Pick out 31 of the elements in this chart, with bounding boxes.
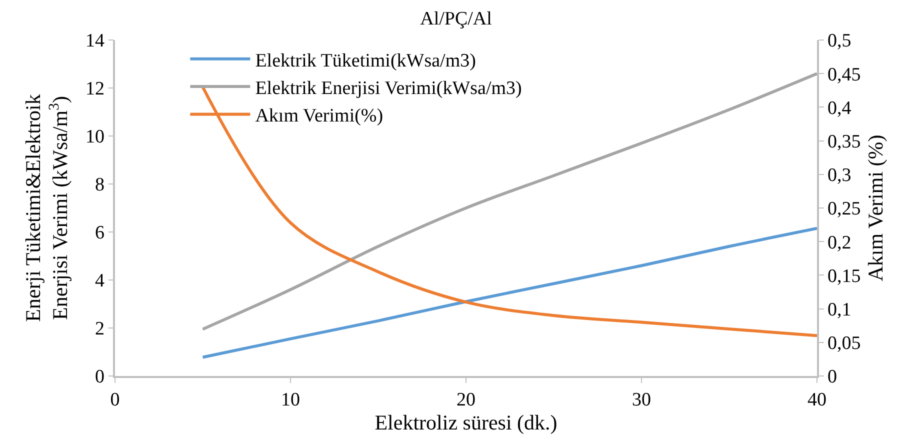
legend-label: Elektrik Tüketimi(kWsa/m3) [255, 50, 476, 72]
y-tick-label: 10 [85, 126, 104, 148]
y-tick-label: 6 [94, 222, 104, 244]
x-tick-label: 0 [110, 390, 120, 411]
y-tick-label: 2 [94, 318, 104, 340]
legend-label: Akım Verimi(%) [255, 106, 384, 127]
y2-axis-title: Akım Verimi (%) [864, 134, 888, 282]
y2-tick-label: 0,25 [828, 198, 861, 220]
x-tick-label: 30 [632, 390, 651, 411]
y2-tick-label: 0 [828, 366, 838, 388]
x-axis-title: Elektroliz süresi (dk.) [374, 410, 558, 435]
y2-tick-label: 0,35 [828, 131, 861, 152]
y2-tick-label: 0,4 [828, 98, 852, 119]
y-tick-label: 12 [85, 78, 104, 100]
y2-tick-label: 0,15 [828, 266, 861, 287]
x-tick-label: 20 [456, 390, 476, 411]
legend-label: Elektrik Enerjisi Verimi(kWsa/m3) [255, 78, 522, 99]
x-tick-label: 40 [808, 390, 826, 411]
line-series [201, 226, 817, 359]
x-tick-label: 10 [281, 390, 300, 411]
y2-tick-label: 0,05 [828, 333, 861, 354]
y2-tick-label: 0,1 [828, 299, 852, 320]
chart-title: Al/PÇ/Al [420, 8, 492, 30]
y-tick-label: 4 [94, 270, 105, 292]
y2-tick-label: 0,2 [828, 232, 852, 254]
y-tick-label: 8 [94, 174, 104, 196]
y2-tick-label: 0,45 [828, 64, 861, 86]
y-tick-label: 14 [85, 30, 105, 52]
y-tick-label: 0 [94, 366, 104, 388]
y2-tick-label: 0,5 [828, 30, 852, 52]
y2-tick-label: 0,3 [828, 165, 852, 186]
